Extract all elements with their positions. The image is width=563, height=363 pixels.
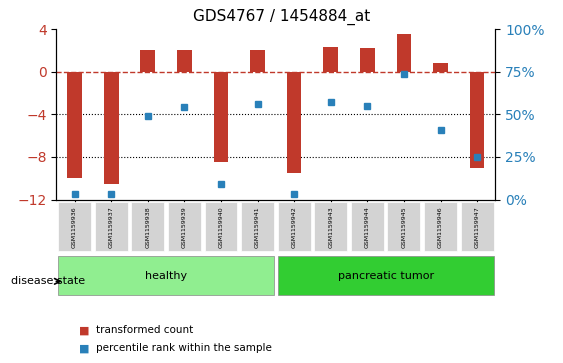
FancyBboxPatch shape xyxy=(314,203,347,251)
FancyBboxPatch shape xyxy=(58,256,274,295)
Text: GSM1159943: GSM1159943 xyxy=(328,206,333,248)
Text: GSM1159946: GSM1159946 xyxy=(438,206,443,248)
Text: GSM1159940: GSM1159940 xyxy=(218,206,224,248)
FancyBboxPatch shape xyxy=(278,256,494,295)
Text: GSM1159939: GSM1159939 xyxy=(182,206,187,248)
Text: GSM1159944: GSM1159944 xyxy=(365,206,370,248)
FancyBboxPatch shape xyxy=(461,203,494,251)
FancyBboxPatch shape xyxy=(424,203,457,251)
Bar xyxy=(104,72,118,184)
Text: ■: ■ xyxy=(79,325,90,335)
FancyBboxPatch shape xyxy=(351,203,384,251)
Bar xyxy=(360,48,375,72)
Bar xyxy=(213,72,229,162)
Bar xyxy=(141,50,155,72)
FancyBboxPatch shape xyxy=(58,203,91,251)
Bar xyxy=(434,63,448,72)
Bar xyxy=(68,72,82,178)
FancyBboxPatch shape xyxy=(204,203,238,251)
Text: GDS4767 / 1454884_at: GDS4767 / 1454884_at xyxy=(193,9,370,25)
Text: transformed count: transformed count xyxy=(96,325,193,335)
Bar xyxy=(470,72,484,168)
Bar xyxy=(323,47,338,72)
Text: GSM1159945: GSM1159945 xyxy=(401,206,406,248)
FancyBboxPatch shape xyxy=(168,203,201,251)
Bar xyxy=(287,72,302,173)
Bar xyxy=(250,50,265,72)
FancyBboxPatch shape xyxy=(95,203,128,251)
Text: healthy: healthy xyxy=(145,271,187,281)
Text: GSM1159938: GSM1159938 xyxy=(145,206,150,248)
Text: percentile rank within the sample: percentile rank within the sample xyxy=(96,343,271,354)
FancyBboxPatch shape xyxy=(131,203,164,251)
Text: GSM1159942: GSM1159942 xyxy=(292,206,297,248)
FancyBboxPatch shape xyxy=(387,203,421,251)
Text: GSM1159941: GSM1159941 xyxy=(255,206,260,248)
Text: GSM1159937: GSM1159937 xyxy=(109,206,114,248)
FancyBboxPatch shape xyxy=(241,203,274,251)
Text: disease state: disease state xyxy=(11,276,86,286)
Text: pancreatic tumor: pancreatic tumor xyxy=(338,271,434,281)
Bar xyxy=(397,34,412,72)
Text: GSM1159936: GSM1159936 xyxy=(72,206,77,248)
Text: ■: ■ xyxy=(79,343,90,354)
Text: GSM1159947: GSM1159947 xyxy=(475,206,480,248)
Bar xyxy=(177,50,191,72)
FancyBboxPatch shape xyxy=(278,203,311,251)
